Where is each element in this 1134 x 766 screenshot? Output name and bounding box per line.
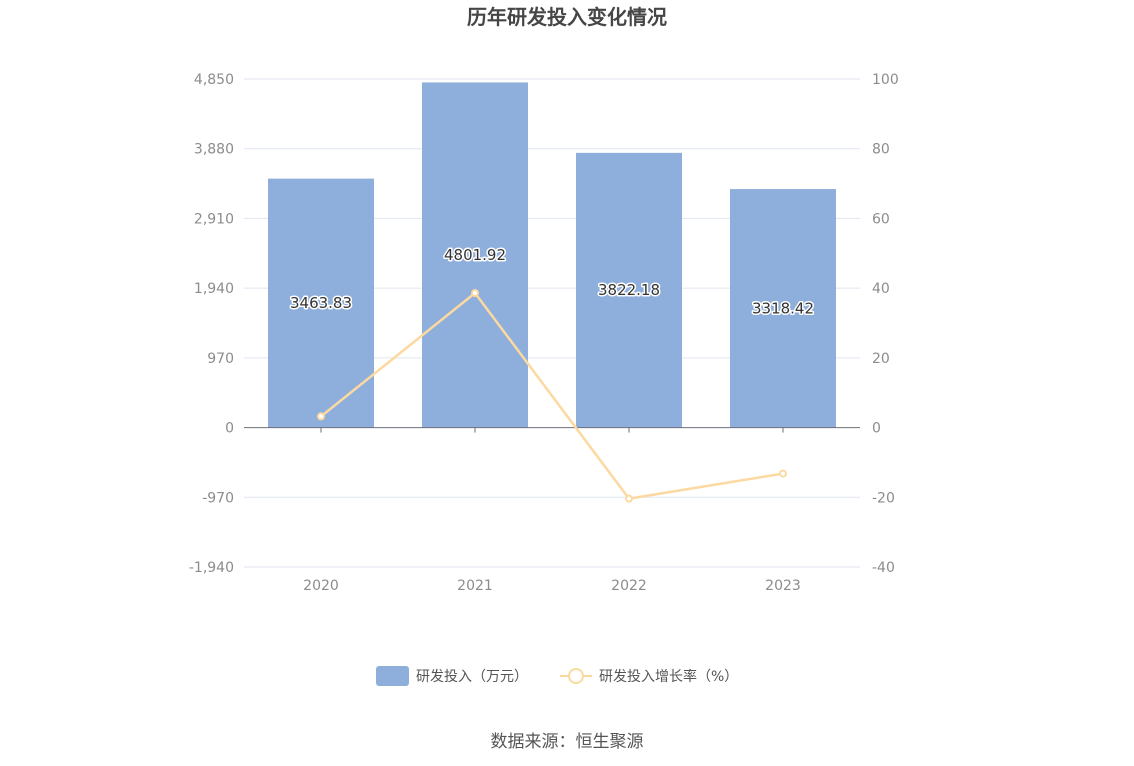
legend-bar-label: 研发投入（万元） — [416, 669, 528, 685]
y-left-tick-label: 1,940 — [194, 281, 234, 297]
growth-line — [320, 291, 784, 501]
bar-value-label: 3463.83 — [290, 294, 352, 312]
bar-value-label: 3318.42 — [752, 299, 814, 317]
y-left-tick-label: 0 — [225, 421, 234, 437]
growth-point — [471, 289, 479, 298]
legend-bar-swatch — [376, 666, 409, 686]
y-axis-left: 4,850 3,880 2,910 1,940 970 0 -970 -1,940 — [189, 72, 234, 576]
y-left-tick-label: -970 — [202, 490, 234, 506]
y-left-tick-label: 970 — [207, 351, 234, 367]
bar — [730, 189, 836, 428]
bar — [268, 178, 374, 428]
growth-point — [779, 469, 787, 478]
chart-title: 历年研发投入变化情况 — [467, 5, 667, 29]
legend-line-label: 研发投入增长率（%） — [599, 668, 738, 685]
growth-point — [317, 412, 325, 421]
y-right-tick-label: 60 — [872, 211, 890, 227]
x-category-label: 2022 — [611, 578, 647, 594]
growth-line-series — [317, 289, 787, 503]
y-right-tick-label: 80 — [872, 142, 890, 158]
bar — [422, 82, 528, 428]
y-right-tick-label: -40 — [872, 560, 895, 576]
growth-point — [625, 494, 633, 503]
y-right-tick-label: 20 — [872, 351, 890, 367]
legend-item-bar[interactable]: 研发投入（万元） — [376, 666, 528, 686]
y-left-tick-label: 4,850 — [194, 72, 234, 88]
legend-item-line[interactable]: 研发投入增长率（%） — [560, 668, 738, 685]
bar — [576, 152, 682, 428]
bar-value-label: 3822.18 — [598, 281, 660, 299]
x-axis: 2020 2021 2022 2023 — [244, 427, 860, 594]
legend-line-marker — [568, 668, 584, 684]
bar-value-label: 4801.92 — [444, 246, 506, 264]
y-right-tick-label: 40 — [872, 281, 890, 297]
data-source: 数据来源：恒生聚源 — [491, 732, 644, 752]
y-right-tick-label: 100 — [872, 72, 899, 88]
bar-series — [268, 82, 836, 428]
y-left-tick-label: -1,940 — [189, 560, 234, 576]
y-right-tick-label: -20 — [872, 490, 895, 506]
y-right-tick-label: 0 — [872, 421, 881, 437]
x-category-label: 2020 — [303, 578, 339, 594]
x-category-label: 2023 — [765, 578, 801, 594]
legend: 研发投入（万元） 研发投入增长率（%） — [376, 666, 738, 686]
x-category-label: 2021 — [457, 578, 493, 594]
bar-data-labels: 3463.83 4801.92 3822.18 3318.42 — [288, 245, 815, 319]
y-left-tick-label: 3,880 — [194, 142, 234, 158]
y-axis-right: 100 80 60 40 20 0 -20 -40 — [872, 72, 899, 576]
y-left-tick-label: 2,910 — [194, 211, 234, 227]
